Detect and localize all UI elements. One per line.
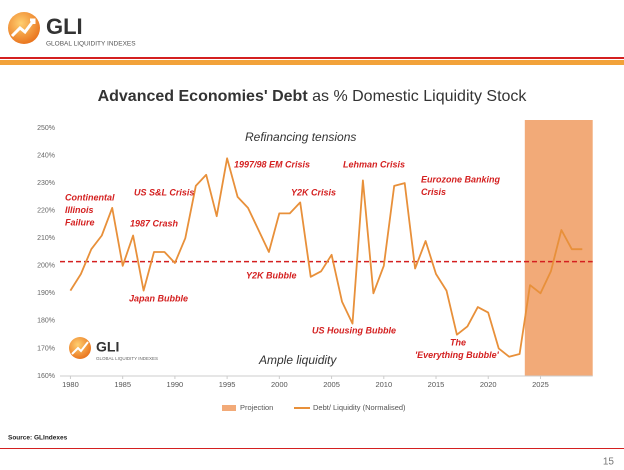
projection-area bbox=[524, 120, 593, 376]
page-number: 15 bbox=[603, 457, 615, 468]
plot: 160% 170% 180% 190% 200% 210% 220% 230% 240% 250%… bbox=[37, 120, 593, 412]
annotation: 1997/98 EM Crisis bbox=[234, 159, 310, 169]
footer-rule bbox=[0, 448, 624, 449]
x-tick-label: 2000 bbox=[271, 380, 288, 389]
annotation: Crisis bbox=[421, 187, 446, 197]
logo-icon bbox=[8, 12, 40, 44]
annotation: The bbox=[450, 337, 466, 347]
y-tick-label: 160% bbox=[37, 373, 55, 380]
annotation: Failure bbox=[65, 217, 95, 227]
annotation: Continental bbox=[65, 192, 115, 202]
y-tick-label: 230% bbox=[37, 180, 55, 187]
y-tick-label: 190% bbox=[37, 290, 55, 297]
title-bold: Advanced Economies' Debt bbox=[98, 88, 309, 105]
x-tick-label: 1995 bbox=[219, 380, 236, 389]
y-tick-label: 210% bbox=[37, 235, 55, 242]
x-tick-label: 2020 bbox=[480, 380, 497, 389]
x-tick-label: 1985 bbox=[114, 380, 131, 389]
annotation: 'Everything Bubble' bbox=[415, 350, 500, 360]
annotation: Y2K Crisis bbox=[291, 187, 336, 197]
y-tick-label: 200% bbox=[37, 263, 55, 270]
annotation: Eurozone Banking bbox=[421, 174, 501, 184]
y-tick-label: 220% bbox=[37, 208, 55, 215]
annotation: 1987 Crash bbox=[130, 218, 179, 228]
x-tick-label: 1990 bbox=[167, 380, 184, 389]
annotation: Illinois bbox=[65, 205, 94, 215]
watermark-icon bbox=[69, 337, 91, 359]
header-rule bbox=[0, 57, 624, 59]
annotation: US S&L Crisis bbox=[134, 187, 194, 197]
annotation: Y2K Bubble bbox=[246, 270, 297, 280]
watermark-logo: GLI bbox=[96, 339, 119, 355]
x-tick-label: 2010 bbox=[375, 380, 392, 389]
logo-arrow bbox=[10, 18, 36, 38]
y-tick-label: 250% bbox=[37, 125, 55, 132]
annotation: US Housing Bubble bbox=[312, 325, 396, 335]
y-tick-label: 180% bbox=[37, 318, 55, 325]
legend-swatch bbox=[222, 405, 236, 411]
x-tick-label: 2005 bbox=[323, 380, 340, 389]
y-tick-label: 170% bbox=[37, 345, 55, 352]
annotation: Japan Bubble bbox=[129, 293, 188, 303]
watermark-arrow bbox=[71, 341, 89, 355]
x-tick-label: 2025 bbox=[532, 380, 549, 389]
annotation: Lehman Crisis bbox=[343, 159, 405, 169]
source: Source: GLIndexes bbox=[8, 435, 68, 442]
legend-label: Debt/ Liquidity (Normalised) bbox=[313, 403, 406, 412]
header-band bbox=[0, 60, 624, 65]
logo-tagline: GLOBAL LIQUIDITY INDEXES bbox=[46, 41, 136, 48]
title-rest: as % Domestic Liquidity Stock bbox=[312, 88, 527, 105]
series-line bbox=[69, 157, 583, 358]
watermark-tagline: GLOBAL LIQUIDITY INDEXES bbox=[96, 356, 158, 361]
x-tick-label: 1980 bbox=[62, 380, 79, 389]
x-tick-label: 2015 bbox=[428, 380, 445, 389]
y-tick-label: 240% bbox=[37, 152, 55, 159]
logo-text: GLI bbox=[46, 14, 83, 39]
legend-label: Projection bbox=[240, 403, 273, 412]
annotation: Ample liquidity bbox=[258, 353, 337, 367]
annotation: Refinancing tensions bbox=[245, 130, 356, 144]
chart-title: Advanced Economies' Debt as % Domestic L… bbox=[98, 88, 528, 105]
